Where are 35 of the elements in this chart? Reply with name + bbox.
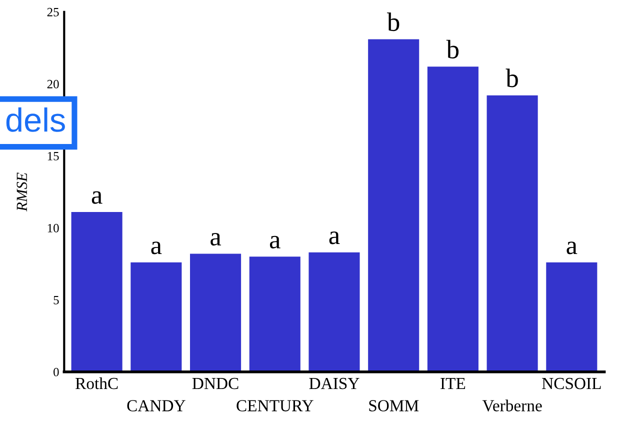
- x-tick-label: DNDC: [192, 378, 238, 390]
- y-axis-title: RMSE: [16, 172, 28, 212]
- annotation: a: [566, 242, 578, 254]
- annotation: a: [270, 236, 280, 249]
- annotation: b: [446, 40, 459, 58]
- annotation: b: [506, 68, 518, 88]
- x-tick-label: NCSOIL: [542, 378, 601, 390]
- bar: [190, 254, 242, 372]
- bar: [249, 256, 300, 372]
- x-tick-label: CANDY: [127, 400, 186, 412]
- y-tick-label: 15: [48, 152, 59, 160]
- bar: [130, 262, 182, 372]
- y-tick-label: 5: [54, 296, 59, 304]
- bar: [308, 252, 360, 372]
- annotation: a: [210, 232, 222, 246]
- x-tick-label: DAISY: [309, 378, 360, 390]
- bar: [71, 212, 122, 372]
- bar: [486, 95, 538, 372]
- x-tick-label: Verberne: [482, 400, 542, 412]
- annotation: dels: [6, 107, 65, 132]
- annotation: a: [329, 232, 340, 244]
- bar: [368, 39, 420, 372]
- x-tick-label: RothC: [76, 377, 118, 390]
- y-tick-label: 10: [48, 224, 59, 232]
- x-tick-label: ITE: [440, 378, 466, 389]
- bar: [546, 262, 598, 372]
- y-tick-label: 0: [54, 368, 59, 376]
- y-tick-label: 20: [47, 80, 59, 88]
- bar: [427, 66, 478, 372]
- y-tick-label: 25: [47, 8, 59, 16]
- x-tick-label: SOMM: [369, 400, 419, 412]
- annotation: a: [92, 191, 102, 204]
- annotation: a: [151, 242, 162, 254]
- annotation: b: [387, 12, 400, 32]
- x-tick-label: CENTURY: [236, 400, 314, 412]
